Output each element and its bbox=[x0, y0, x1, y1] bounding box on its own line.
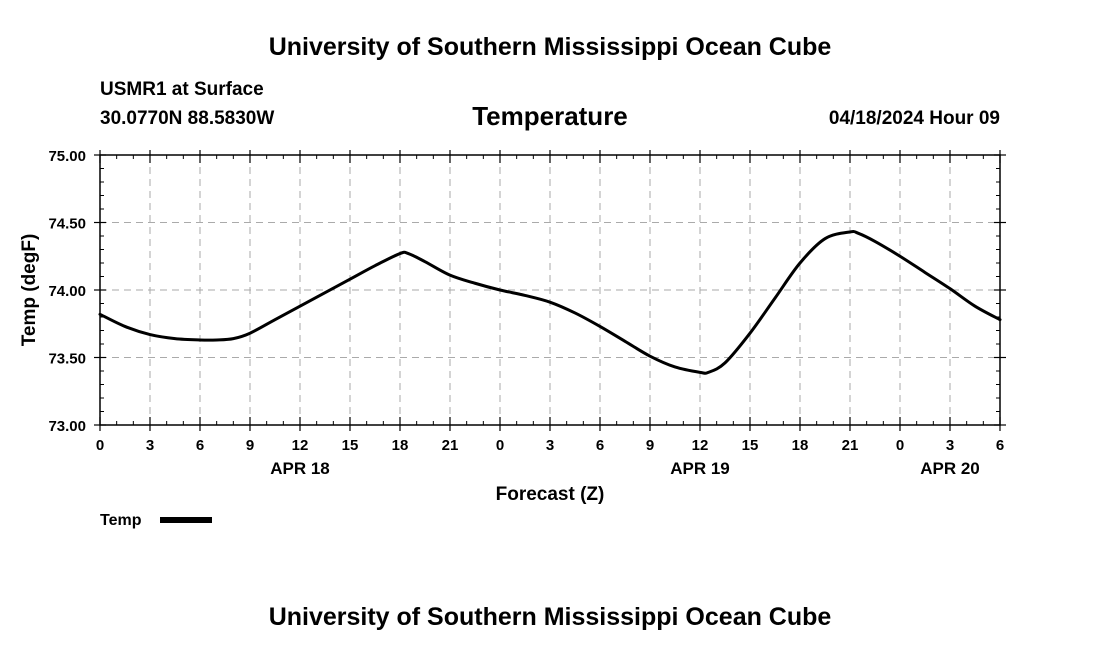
tick-marks bbox=[94, 150, 1006, 431]
date-label: APR 19 bbox=[670, 459, 730, 478]
location-label: 30.0770N 88.5830W bbox=[100, 108, 274, 129]
x-tick-label: 12 bbox=[292, 437, 309, 454]
x-tick-label: 9 bbox=[646, 437, 654, 454]
chart-title: Temperature bbox=[472, 101, 628, 131]
datetime-label: 04/18/2024 Hour 09 bbox=[829, 108, 1000, 129]
page-title: University of Southern Mississippi Ocean… bbox=[269, 33, 832, 61]
x-tick-label: 3 bbox=[546, 437, 554, 454]
x-tick-label: 15 bbox=[342, 437, 359, 454]
x-tick-labels: 0 3 6 9 12 15 18 21 0 3 6 9 12 15 18 21 0 3 6 bbox=[96, 437, 1004, 454]
y-tick-label: 75.00 bbox=[48, 148, 86, 165]
y-tick-label: 74.50 bbox=[48, 216, 86, 233]
x-tick-label: 0 bbox=[96, 437, 104, 454]
grid-lines bbox=[100, 155, 1000, 425]
y-tick-label: 74.00 bbox=[48, 283, 86, 300]
series-layer bbox=[98, 230, 1002, 375]
y-tick-label: 73.50 bbox=[48, 351, 86, 368]
x-tick-label: 3 bbox=[146, 437, 154, 454]
x-tick-label: 15 bbox=[742, 437, 759, 454]
legend-label-temp: Temp bbox=[100, 512, 142, 529]
x-tick-label: 6 bbox=[196, 437, 204, 454]
footer-title: University of Southern Mississippi Ocean… bbox=[269, 603, 832, 631]
x-tick-label: 0 bbox=[896, 437, 904, 454]
x-tick-label: 12 bbox=[692, 437, 709, 454]
date-label: APR 20 bbox=[920, 459, 980, 478]
y-tick-label: 73.00 bbox=[48, 418, 86, 435]
y-tick-labels: 73.00 73.50 74.00 74.50 75.00 bbox=[48, 148, 86, 435]
y-axis-title: Temp (degF) bbox=[19, 234, 40, 347]
station-label: USMR1 at Surface bbox=[100, 79, 264, 100]
legend: Temp bbox=[100, 512, 212, 529]
x-tick-label: 3 bbox=[946, 437, 954, 454]
x-tick-label: 6 bbox=[596, 437, 604, 454]
date-label: APR 18 bbox=[270, 459, 330, 478]
x-tick-label: 21 bbox=[442, 437, 459, 454]
series-line-temp bbox=[98, 230, 1002, 375]
x-axis-title: Forecast (Z) bbox=[496, 484, 605, 505]
x-tick-label: 21 bbox=[842, 437, 859, 454]
x-tick-label: 18 bbox=[792, 437, 809, 454]
x-tick-label: 6 bbox=[996, 437, 1004, 454]
x-tick-label: 18 bbox=[392, 437, 409, 454]
x-tick-label: 9 bbox=[246, 437, 254, 454]
x-tick-label: 0 bbox=[496, 437, 504, 454]
date-labels: APR 18 APR 19 APR 20 bbox=[270, 459, 980, 478]
